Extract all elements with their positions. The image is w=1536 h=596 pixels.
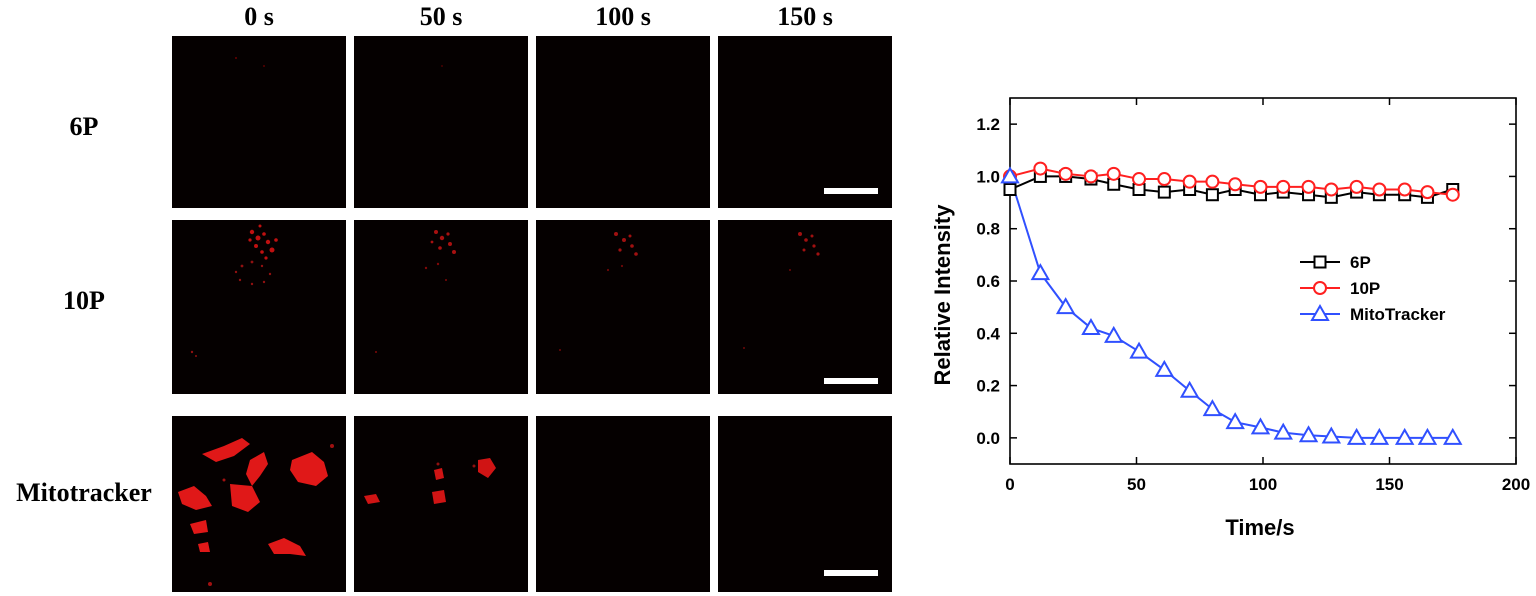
y-tick-label: 0.0: [976, 429, 1000, 448]
micrograph-mitotracker-0s: [172, 416, 346, 592]
data-point-10p: [1447, 189, 1459, 201]
data-point-10p: [1133, 173, 1145, 185]
data-point-10p: [1399, 184, 1411, 196]
y-axis-label: Relative Intensity: [930, 204, 955, 386]
legend-marker: [1314, 282, 1326, 294]
data-point-10p: [1325, 184, 1337, 196]
y-tick-label: 0.2: [976, 377, 1000, 396]
x-tick-label: 100: [1249, 475, 1277, 494]
data-point-10p: [1108, 168, 1120, 180]
data-point-10p: [1229, 178, 1241, 190]
x-tick-label: 0: [1005, 475, 1014, 494]
column-label-100s: 100 s: [536, 2, 710, 32]
x-axis-label: Time/s: [1225, 515, 1294, 540]
data-point-6p: [1005, 184, 1016, 195]
scale-bar: [824, 570, 878, 576]
data-point-10p: [1184, 176, 1196, 188]
data-point-10p: [1277, 181, 1289, 193]
y-tick-label: 0.4: [976, 324, 1000, 343]
legend-label: 6P: [1350, 253, 1371, 272]
x-tick-label: 200: [1502, 475, 1530, 494]
micrograph-mitotracker-150s: [718, 416, 892, 592]
data-point-10p: [1158, 173, 1170, 185]
data-point-10p: [1254, 181, 1266, 193]
data-point-10p: [1060, 168, 1072, 180]
data-point-mitotracker: [1156, 362, 1172, 376]
row-label-mitotracker: Mitotracker: [0, 478, 168, 508]
data-point-6p: [1207, 189, 1218, 200]
row-label-10p: 10P: [0, 286, 168, 316]
y-tick-label: 0.8: [976, 220, 1000, 239]
micrograph-6p-150s: [718, 36, 892, 208]
micrograph-10p-50s: [354, 220, 528, 394]
legend-marker: [1315, 257, 1326, 268]
micrograph-6p-0s: [172, 36, 346, 208]
scale-bar: [824, 378, 878, 384]
micrograph-10p-100s: [536, 220, 710, 394]
data-point-mitotracker: [1227, 414, 1243, 428]
data-point-10p: [1206, 176, 1218, 188]
micrograph-mitotracker-50s: [354, 416, 528, 592]
micrograph-10p-0s: [172, 220, 346, 394]
y-tick-label: 1.0: [976, 167, 1000, 186]
data-point-10p: [1303, 181, 1315, 193]
x-tick-label: 150: [1375, 475, 1403, 494]
row-label-6p: 6P: [0, 112, 168, 142]
data-point-10p: [1373, 184, 1385, 196]
y-tick-label: 1.2: [976, 115, 1000, 134]
column-label-0s: 0 s: [172, 2, 346, 32]
micrograph-mitotracker-100s: [536, 416, 710, 592]
data-point-10p: [1421, 186, 1433, 198]
data-point-6p: [1159, 187, 1170, 198]
column-label-50s: 50 s: [354, 2, 528, 32]
data-point-mitotracker: [1204, 401, 1220, 415]
data-point-mitotracker: [1032, 265, 1048, 279]
x-tick-label: 50: [1127, 475, 1146, 494]
plot-frame: [1010, 98, 1516, 464]
data-point-mitotracker: [1131, 344, 1147, 358]
micrograph-10p-150s: [718, 220, 892, 394]
micrograph-6p-100s: [536, 36, 710, 208]
legend: 6P 10P MitoTracker: [1300, 253, 1446, 324]
data-point-10p: [1034, 163, 1046, 175]
scale-bar: [824, 188, 878, 194]
y-tick-label: 0.6: [976, 272, 1000, 291]
micrograph-6p-50s: [354, 36, 528, 208]
data-point-10p: [1351, 181, 1363, 193]
relative-intensity-chart: 0 50 100 150 200 0.0 0.2 0.4 0.6 0.8 1.0 1.2 6P 10P M…: [900, 80, 1530, 550]
legend-label: 10P: [1350, 279, 1380, 298]
column-label-150s: 150 s: [718, 2, 892, 32]
data-point-10p: [1085, 170, 1097, 182]
legend-label: MitoTracker: [1350, 305, 1446, 324]
